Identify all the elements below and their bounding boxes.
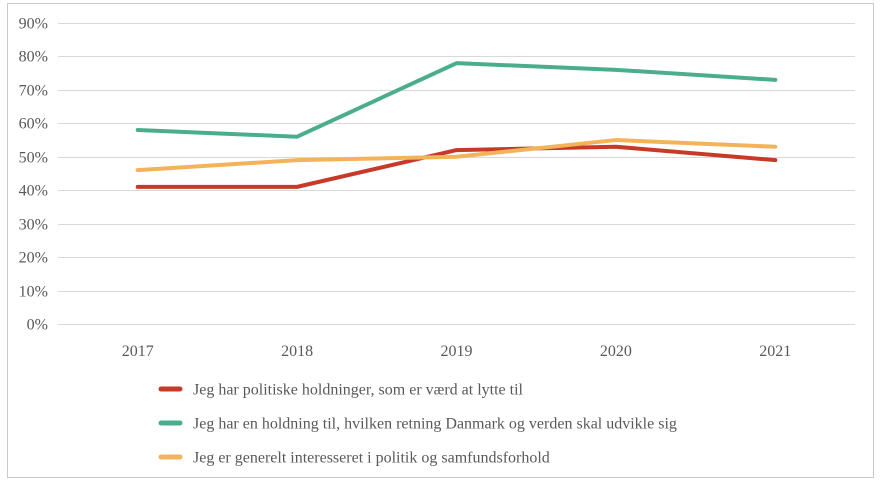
- y-tick-label: 70%: [19, 83, 48, 100]
- y-tick-label: 60%: [19, 116, 48, 133]
- x-category-label: 2020: [600, 343, 632, 360]
- series-line-1: [135, 61, 778, 139]
- legend-label: Jeg er generelt interesseret i politik o…: [193, 450, 550, 467]
- y-tick-label: 80%: [19, 49, 48, 66]
- series-line-0: [135, 144, 778, 189]
- x-category-label: 2017: [122, 343, 154, 360]
- x-category-label: 2019: [441, 343, 473, 360]
- y-tick-label: 40%: [19, 183, 48, 200]
- y-tick-label: 30%: [19, 217, 48, 234]
- legend-label: Jeg har politiske holdninger, som er vær…: [193, 382, 524, 399]
- y-tick-label: 20%: [19, 250, 48, 267]
- series-line-2: [135, 138, 778, 173]
- x-category-label: 2018: [281, 343, 313, 360]
- y-tick-label: 50%: [19, 150, 48, 167]
- x-category-label: 2021: [759, 343, 791, 360]
- legend-label: Jeg har en holdning til, hvilken retning…: [193, 416, 677, 433]
- figure-border: [7, 3, 874, 478]
- y-tick-label: 0%: [27, 317, 48, 334]
- y-tick-label: 90%: [19, 16, 48, 33]
- y-tick-label: 10%: [19, 284, 48, 301]
